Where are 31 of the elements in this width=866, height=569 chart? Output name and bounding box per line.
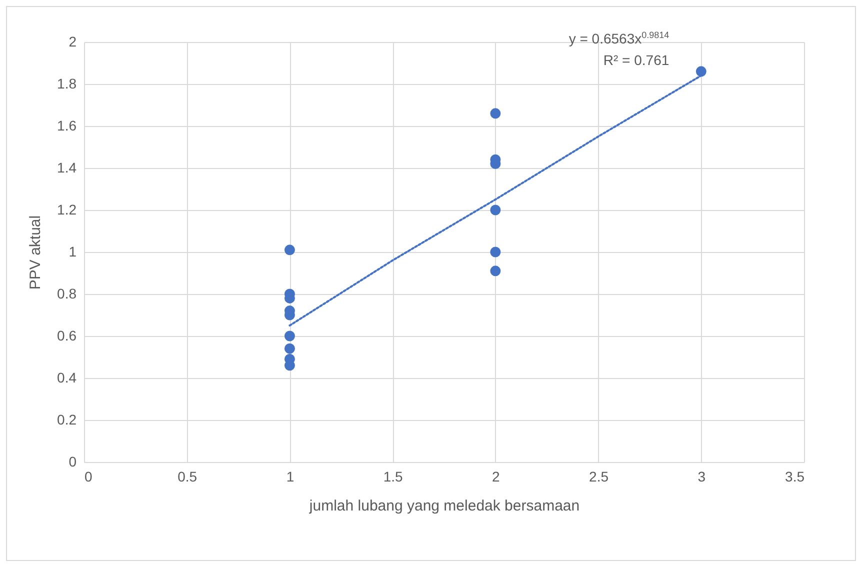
y-tick-label: 0.2: [57, 412, 77, 428]
y-tick-label: 0.8: [57, 286, 77, 302]
y-tick-label: 1.6: [57, 118, 77, 134]
point: [490, 266, 501, 276]
annotation: y = 0.6563x$^{0.9814}$: [568, 30, 670, 46]
x-tick-label: 3.5: [785, 468, 805, 484]
x-tick-label: 0: [84, 468, 92, 484]
x-tick-label: 0.5: [178, 468, 198, 484]
x-tick-label: 2.5: [589, 468, 609, 484]
x-axis-title: jumlah lubang yang meledak bersamaan: [308, 498, 580, 514]
y-tick-label: 0: [68, 454, 77, 470]
y-tick-label: 2: [68, 34, 77, 50]
y-axis-title: PPV aktual: [27, 215, 44, 290]
point: [284, 330, 295, 342]
x-tick-label: 1: [286, 468, 294, 484]
point: [490, 108, 501, 119]
x-tick-label: 1.5: [383, 468, 404, 484]
point: [284, 343, 295, 354]
y-tick-label: 1.8: [57, 76, 77, 92]
y-tick-label: 0.6: [57, 328, 77, 344]
y-tick-label: 1.4: [57, 160, 77, 176]
point: [490, 246, 501, 258]
point: [490, 204, 501, 216]
y-tick-label: 1: [68, 244, 77, 260]
y-tick-label: 1.2: [57, 202, 77, 218]
point: [284, 244, 295, 256]
y-tick-label: 0.4: [57, 370, 77, 386]
point: [696, 66, 706, 77]
x-tick-label: 2: [492, 468, 500, 484]
x-tick-label: 3: [698, 468, 706, 484]
annotation: R² = 0.761: [603, 52, 670, 68]
